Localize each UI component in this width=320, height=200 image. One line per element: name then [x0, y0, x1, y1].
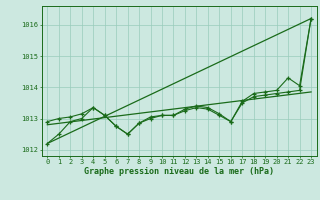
X-axis label: Graphe pression niveau de la mer (hPa): Graphe pression niveau de la mer (hPa)	[84, 167, 274, 176]
